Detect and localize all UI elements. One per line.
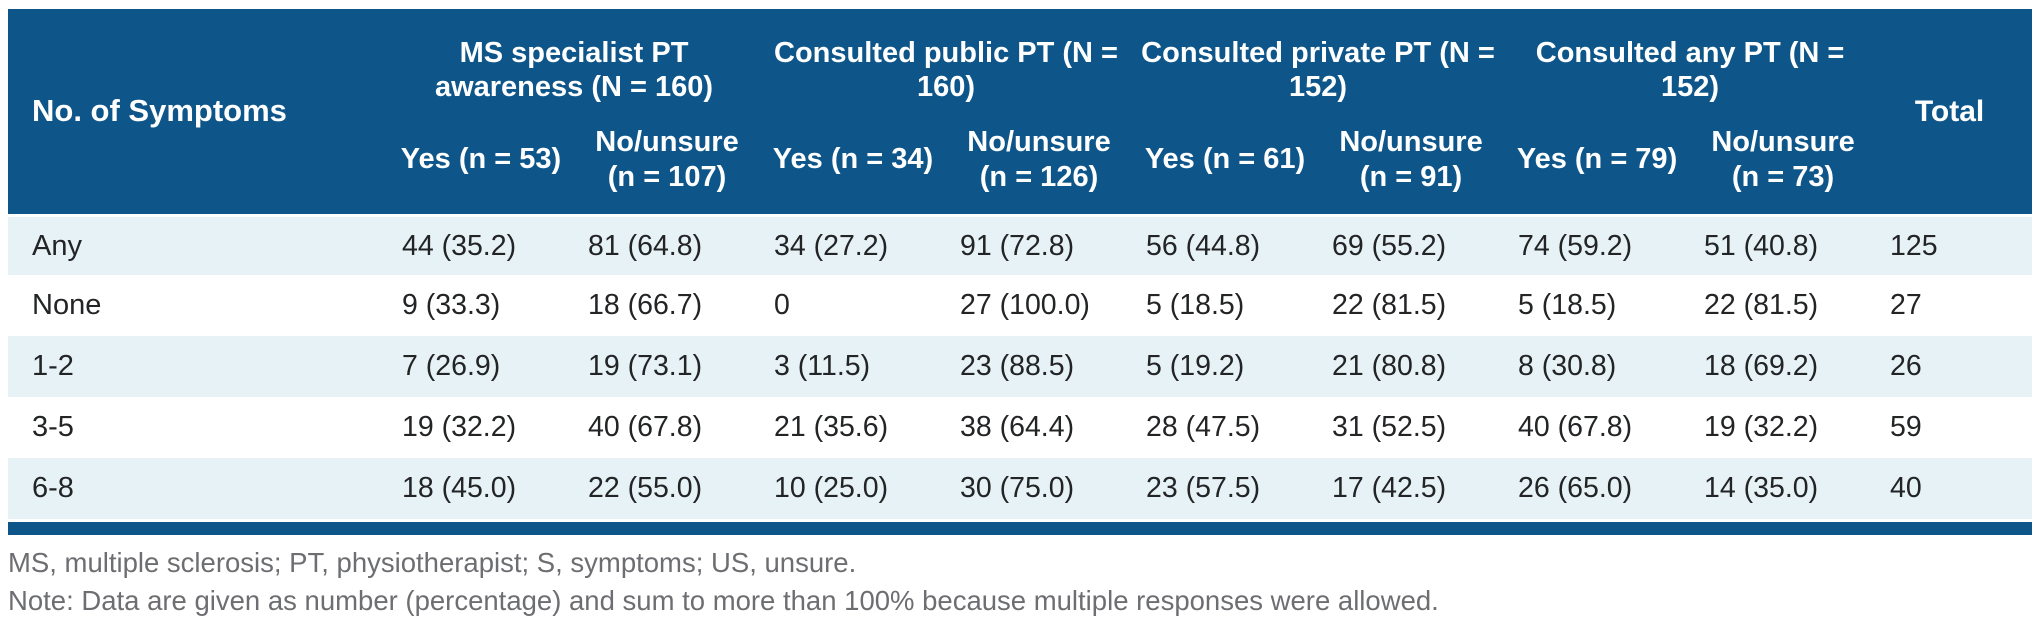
- col-header-total: Total: [1876, 9, 2033, 214]
- table-cell: 7 (26.9): [388, 336, 574, 397]
- table-cell: 18 (69.2): [1690, 336, 1877, 397]
- table-cell: 51 (40.8): [1690, 214, 1877, 275]
- table-cell: 19 (32.2): [388, 397, 574, 458]
- row-label: 1-2: [8, 336, 388, 397]
- row-label: 6-8: [8, 458, 388, 519]
- group-header-ms-specialist-pt-awareness: MS specialist PT awareness (N = 160): [388, 9, 760, 121]
- table-body: Any 44 (35.2) 81 (64.8) 34 (27.2) 91 (72…: [8, 214, 2033, 519]
- table-cell: 81 (64.8): [574, 214, 760, 275]
- table-cell: 18 (45.0): [388, 458, 574, 519]
- table-cell: 18 (66.7): [574, 275, 760, 336]
- table-cell: 21 (80.8): [1318, 336, 1505, 397]
- table-cell: 40 (67.8): [1504, 397, 1691, 458]
- sub-header-public-yes: Yes (n = 34): [760, 121, 946, 214]
- table-cell: 5 (18.5): [1132, 275, 1319, 336]
- table-cell: 27 (100.0): [946, 275, 1133, 336]
- table-cell: 56 (44.8): [1132, 214, 1319, 275]
- table-cell: 38 (64.4): [946, 397, 1133, 458]
- table-cell: 5 (19.2): [1132, 336, 1319, 397]
- col-header-no-of-symptoms: No. of Symptoms: [8, 9, 388, 214]
- row-label: 3-5: [8, 397, 388, 458]
- table-cell: 22 (81.5): [1318, 275, 1505, 336]
- table-cell-total: 40: [1876, 458, 2033, 519]
- table-footnotes: MS, multiple sclerosis; PT, physiotherap…: [8, 544, 2032, 617]
- data-format-note: Note: Data are given as number (percenta…: [8, 585, 1439, 616]
- table-cell: 21 (35.6): [760, 397, 946, 458]
- row-label: None: [8, 275, 388, 336]
- table-cell-total: 125: [1876, 214, 2033, 275]
- table-cell: 40 (67.8): [574, 397, 760, 458]
- table-cell: 8 (30.8): [1504, 336, 1691, 397]
- table-cell: 5 (18.5): [1504, 275, 1691, 336]
- table-cell: 44 (35.2): [388, 214, 574, 275]
- table-cell: 10 (25.0): [760, 458, 946, 519]
- table-cell: 26 (65.0): [1504, 458, 1691, 519]
- table-cell-total: 59: [1876, 397, 2033, 458]
- table-cell: 69 (55.2): [1318, 214, 1505, 275]
- row-label: Any: [8, 214, 388, 275]
- table-row-3-5: 3-5 19 (32.2) 40 (67.8) 21 (35.6) 38 (64…: [8, 397, 2033, 458]
- table-row-any: Any 44 (35.2) 81 (64.8) 34 (27.2) 91 (72…: [8, 214, 2033, 275]
- sub-header-any-no-unsure: No/unsure (n = 73): [1690, 121, 1877, 214]
- sub-header-public-no-unsure: No/unsure (n = 126): [946, 121, 1133, 214]
- table-row-none: None 9 (33.3) 18 (66.7) 0 27 (100.0) 5 (…: [8, 275, 2033, 336]
- sub-header-row: Yes (n = 53) No/unsure (n = 107) Yes (n …: [8, 121, 2032, 214]
- table-cell: 17 (42.5): [1318, 458, 1505, 519]
- table-bottom-rule: [8, 522, 2032, 535]
- table-cell: 9 (33.3): [388, 275, 574, 336]
- table-cell: 3 (11.5): [760, 336, 946, 397]
- table-cell: 28 (47.5): [1132, 397, 1319, 458]
- sub-header-any-yes: Yes (n = 79): [1504, 121, 1691, 214]
- table-cell: 91 (72.8): [946, 214, 1133, 275]
- table-cell: 22 (81.5): [1690, 275, 1877, 336]
- group-header-row: No. of Symptoms MS specialist PT awarene…: [8, 9, 2033, 214]
- table-cell: 30 (75.0): [946, 458, 1133, 519]
- table-cell-total: 26: [1876, 336, 2033, 397]
- sub-header-private-yes: Yes (n = 61): [1132, 121, 1319, 214]
- sub-header-ms-no-unsure: No/unsure (n = 107): [574, 121, 760, 214]
- abbreviations-note: MS, multiple sclerosis; PT, physiotherap…: [8, 547, 857, 578]
- sub-header-private-no-unsure: No/unsure (n = 91): [1318, 121, 1505, 214]
- table-row-1-2: 1-2 7 (26.9) 19 (73.1) 3 (11.5) 23 (88.5…: [8, 336, 2033, 397]
- table-row-6-8: 6-8 18 (45.0) 22 (55.0) 10 (25.0) 30 (75…: [8, 458, 2033, 519]
- group-header-consulted-any-pt: Consulted any PT (N = 152): [1504, 9, 1877, 121]
- table-cell: 22 (55.0): [574, 458, 760, 519]
- table-cell: 19 (32.2): [1690, 397, 1877, 458]
- table-cell: 0: [760, 275, 946, 336]
- table-cell: 23 (57.5): [1132, 458, 1319, 519]
- table-cell: 74 (59.2): [1504, 214, 1691, 275]
- table-cell-total: 27: [1876, 275, 2033, 336]
- table-header: No. of Symptoms MS specialist PT awarene…: [8, 9, 2033, 214]
- table-cell: 23 (88.5): [946, 336, 1133, 397]
- table-cell: 31 (52.5): [1318, 397, 1505, 458]
- group-header-consulted-public-pt: Consulted public PT (N = 160): [760, 9, 1133, 121]
- table-cell: 14 (35.0): [1690, 458, 1877, 519]
- table-cell: 34 (27.2): [760, 214, 946, 275]
- sub-header-ms-yes: Yes (n = 53): [388, 121, 574, 214]
- group-header-consulted-private-pt: Consulted private PT (N = 152): [1132, 9, 1505, 121]
- table-cell: 19 (73.1): [574, 336, 760, 397]
- symptoms-pt-consultation-table: No. of Symptoms MS specialist PT awarene…: [8, 9, 2033, 519]
